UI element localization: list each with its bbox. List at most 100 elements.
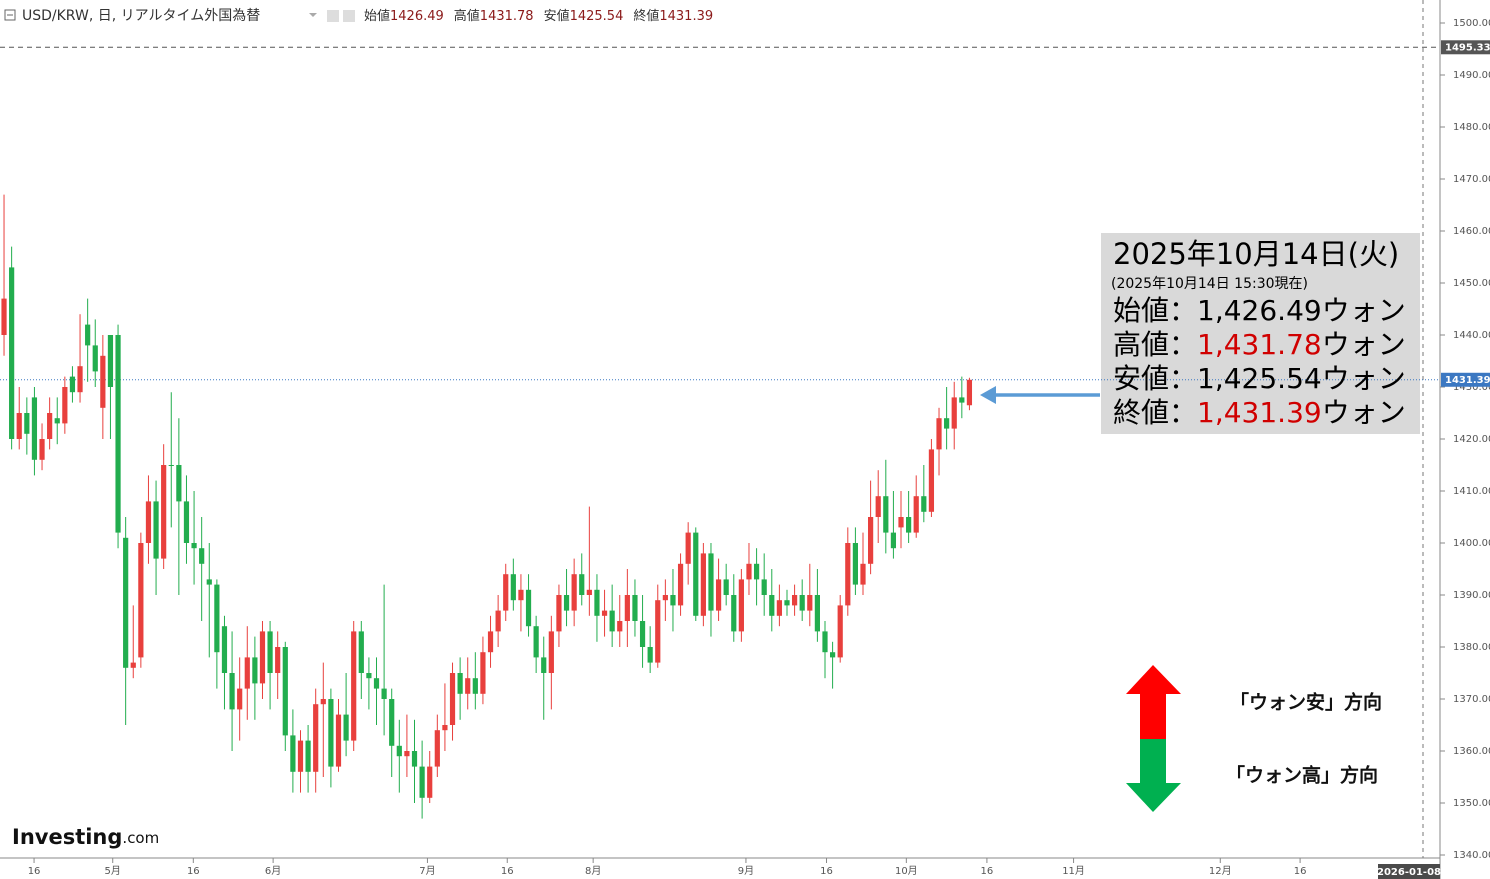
annotation-row: 終値：1,431.39ウォン	[1113, 396, 1406, 429]
candle-body	[662, 595, 668, 601]
collapse-icon[interactable]	[4, 9, 16, 21]
candle-body	[890, 532, 897, 549]
candle-body	[297, 740, 304, 772]
candle-body	[563, 595, 570, 611]
candle-body	[1, 298, 7, 335]
settings-icon[interactable]	[327, 10, 339, 22]
x-tick-label: 5月	[105, 865, 121, 877]
candle-body	[480, 652, 486, 694]
y-tick-label: 1450.00	[1453, 278, 1490, 289]
candle-body	[617, 621, 623, 632]
ohlc-value: 1431.39	[659, 9, 713, 24]
x-tick-label: 8月	[585, 865, 601, 877]
row-value: 1,426.49	[1197, 294, 1322, 327]
candle-body	[183, 501, 190, 543]
candle-body	[951, 397, 957, 429]
candle-body	[404, 751, 410, 757]
row-label: 高値：	[1113, 328, 1197, 361]
candle-body	[845, 543, 851, 606]
row-value: 1,425.54	[1197, 362, 1322, 395]
candle-body	[54, 418, 60, 424]
down-arrow	[1126, 739, 1181, 812]
y-tick-label: 1410.00	[1453, 486, 1490, 497]
y-tick-label: 1360.00	[1453, 746, 1490, 757]
candle-body	[358, 631, 364, 673]
annotation-subtitle: (2025年10月14日 15:30現在)	[1111, 276, 1308, 292]
candle-body	[921, 496, 927, 512]
y-tick-label: 1380.00	[1453, 642, 1490, 653]
y-tick-label: 1390.00	[1453, 590, 1490, 601]
candle-body	[47, 413, 53, 439]
candle-body	[16, 413, 22, 439]
row-value: 1,431.78	[1197, 328, 1322, 361]
candle-body	[548, 631, 554, 673]
candle-body	[518, 589, 524, 601]
x-tick-label: 16	[501, 866, 514, 877]
candle-body	[214, 584, 220, 653]
candle-body	[442, 725, 448, 731]
candle-body	[411, 751, 418, 767]
y-tick-label: 1490.00	[1453, 70, 1490, 81]
x-tick-label: 10月	[895, 865, 918, 877]
candle-body	[487, 631, 494, 653]
row-unit: ウォン	[1322, 294, 1406, 327]
candle-body	[244, 657, 250, 689]
candle-body	[290, 735, 296, 772]
candle-body	[761, 579, 767, 595]
candle-body	[123, 537, 129, 668]
candle-body	[731, 595, 737, 632]
candle-body	[693, 532, 699, 616]
candle-body	[807, 595, 813, 611]
candle-body	[427, 766, 433, 798]
price-label-box	[1441, 372, 1490, 387]
candle-body	[966, 379, 973, 406]
row-value: 1,431.39	[1197, 396, 1322, 429]
candle-body	[92, 345, 98, 372]
candle-body	[814, 595, 820, 632]
direction-up-label: 「ウォン安」方向	[1230, 691, 1382, 714]
candle-body	[609, 610, 615, 632]
annotation-title: 2025年10月14日(火)	[1113, 237, 1399, 271]
x-tick-label: 16	[820, 866, 833, 877]
candle-body	[138, 543, 144, 658]
symbol: USD/KRW, 日, リアルタイム外国為替	[22, 8, 260, 24]
candle-body	[267, 631, 273, 673]
y-tick-label: 1440.00	[1453, 330, 1490, 341]
candle-body	[153, 501, 159, 559]
candle-body	[944, 418, 950, 429]
y-tick-label: 1400.00	[1453, 538, 1490, 549]
candle-body	[396, 745, 402, 757]
pointer-arrowhead	[980, 386, 996, 404]
candle-body	[533, 626, 539, 658]
settings-icon[interactable]	[343, 10, 355, 22]
candle-body	[784, 600, 790, 606]
candle-body	[168, 465, 174, 466]
candle-body	[434, 730, 440, 767]
dropdown[interactable]	[309, 13, 317, 17]
candle-body	[868, 517, 874, 564]
candle-body	[62, 387, 68, 424]
candle-body	[259, 631, 266, 684]
candle-body	[351, 631, 357, 741]
row-label: 安値：	[1113, 362, 1197, 395]
ohlc-label: 安値	[544, 8, 570, 24]
candle-body	[69, 376, 76, 393]
price-label: 1431.39	[1445, 375, 1490, 386]
price-label: 1495.33	[1445, 42, 1490, 53]
candle-body	[275, 647, 281, 673]
price-label-box	[1441, 40, 1490, 55]
candle-body	[472, 678, 478, 694]
x-tick-label: 16	[187, 866, 200, 877]
candle-body	[100, 355, 106, 408]
candle-body	[670, 595, 676, 606]
candle-body	[145, 501, 152, 543]
candle-body	[77, 366, 83, 393]
candle-body	[343, 714, 349, 741]
candle-body	[723, 579, 729, 595]
candle-body	[39, 439, 45, 460]
annotation-row: 安値：1,425.54ウォン	[1113, 362, 1406, 395]
candle-body	[632, 595, 638, 621]
candle-body	[852, 543, 859, 585]
